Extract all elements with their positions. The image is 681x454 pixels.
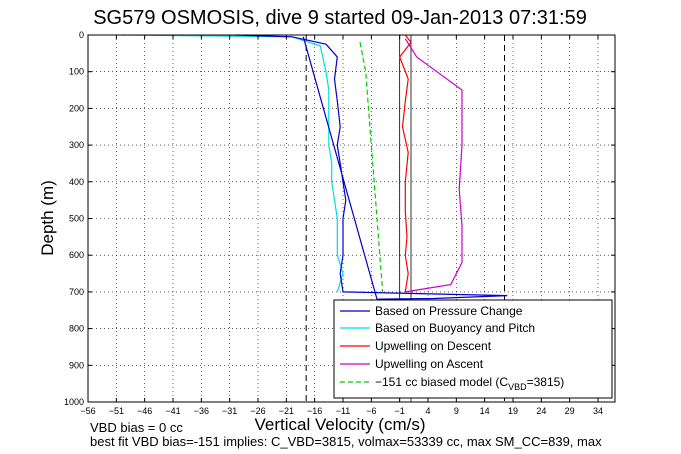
legend-label-pressure: Based on Pressure Change: [375, 304, 523, 318]
y-axis-label: Depth (m): [38, 180, 57, 256]
y-tick-label: 500: [69, 214, 84, 224]
x-tick-label: 4: [425, 406, 430, 416]
x-tick-label: −11: [336, 406, 351, 416]
series-line-151-cc-biased-model-c-vbd-3815: [359, 42, 384, 292]
y-tick-label: 100: [69, 67, 84, 77]
y-tick-label: 0: [79, 30, 84, 40]
x-tick-label: −31: [222, 406, 237, 416]
y-tick-label: 800: [69, 324, 84, 334]
legend-label-upwelling-ascent: Upwelling on Ascent: [375, 357, 484, 371]
x-tick-label: −6: [366, 406, 376, 416]
footnote-vbd-bias: VBD bias = 0 cc: [90, 420, 183, 435]
legend-label-upwelling-descent: Upwelling on Descent: [375, 339, 492, 353]
x-tick-label: −26: [250, 406, 265, 416]
series-line-based-on-buoyancy-and-pitch: [121, 34, 344, 293]
x-tick-label: −1: [395, 406, 405, 416]
legend-model-suffix: =3815): [527, 375, 565, 389]
legend-model-prefix: −151 cc biased model (C: [375, 375, 508, 389]
x-tick-label: 34: [593, 406, 603, 416]
footnote-best-fit: best fit VBD bias=-151 implies: C_VBD=38…: [90, 434, 602, 449]
series-lines: [121, 34, 508, 300]
x-axis-ticks: −56 −51 −46 −41 −36 −31 −26 −21 −16 −11 −6 −1 4 9 14 19…: [80, 35, 603, 416]
y-tick-label: 200: [69, 103, 84, 113]
x-tick-label: 14: [480, 406, 490, 416]
y-tick-label: 700: [69, 287, 84, 297]
legend-label-buoyancy: Based on Buoyancy and Pitch: [375, 321, 535, 335]
x-tick-label: −21: [279, 406, 294, 416]
x-tick-label: 24: [536, 406, 546, 416]
y-tick-label: 400: [69, 177, 84, 187]
y-tick-label: 1000: [64, 397, 84, 407]
x-tick-label: −36: [194, 406, 209, 416]
x-tick-label: 29: [565, 406, 575, 416]
x-tick-label: −51: [109, 406, 124, 416]
x-tick-label: −16: [307, 406, 322, 416]
x-axis-label: Vertical Velocity (cm/s): [255, 415, 426, 434]
legend-label-model: −151 cc biased model (CVBD=3815): [375, 375, 564, 392]
legend: Based on Pressure Change Based on Buoyan…: [333, 299, 613, 399]
x-tick-label: 19: [508, 406, 518, 416]
y-tick-label: 300: [69, 140, 84, 150]
series-line-based-on-pressure-change: [235, 34, 508, 300]
y-tick-label: 900: [69, 360, 84, 370]
x-tick-label: −56: [80, 406, 95, 416]
chart-title: SG579 OSMOSIS, dive 9 started 09-Jan-201…: [93, 7, 587, 29]
x-tick-label: −46: [137, 406, 152, 416]
y-axis-ticks: 0 100 200 300 400 500 600 700 800 900 1000: [64, 30, 615, 407]
x-tick-label: 9: [454, 406, 459, 416]
legend-model-sub: VBD: [508, 382, 527, 392]
series-line-upwelling-on-ascent: [404, 38, 463, 293]
legend-box: [333, 299, 613, 399]
y-tick-label: 600: [69, 250, 84, 260]
reference-lines: [305, 35, 505, 402]
series-line-upwelling-on-descent: [399, 34, 412, 292]
x-tick-label: −41: [165, 406, 180, 416]
